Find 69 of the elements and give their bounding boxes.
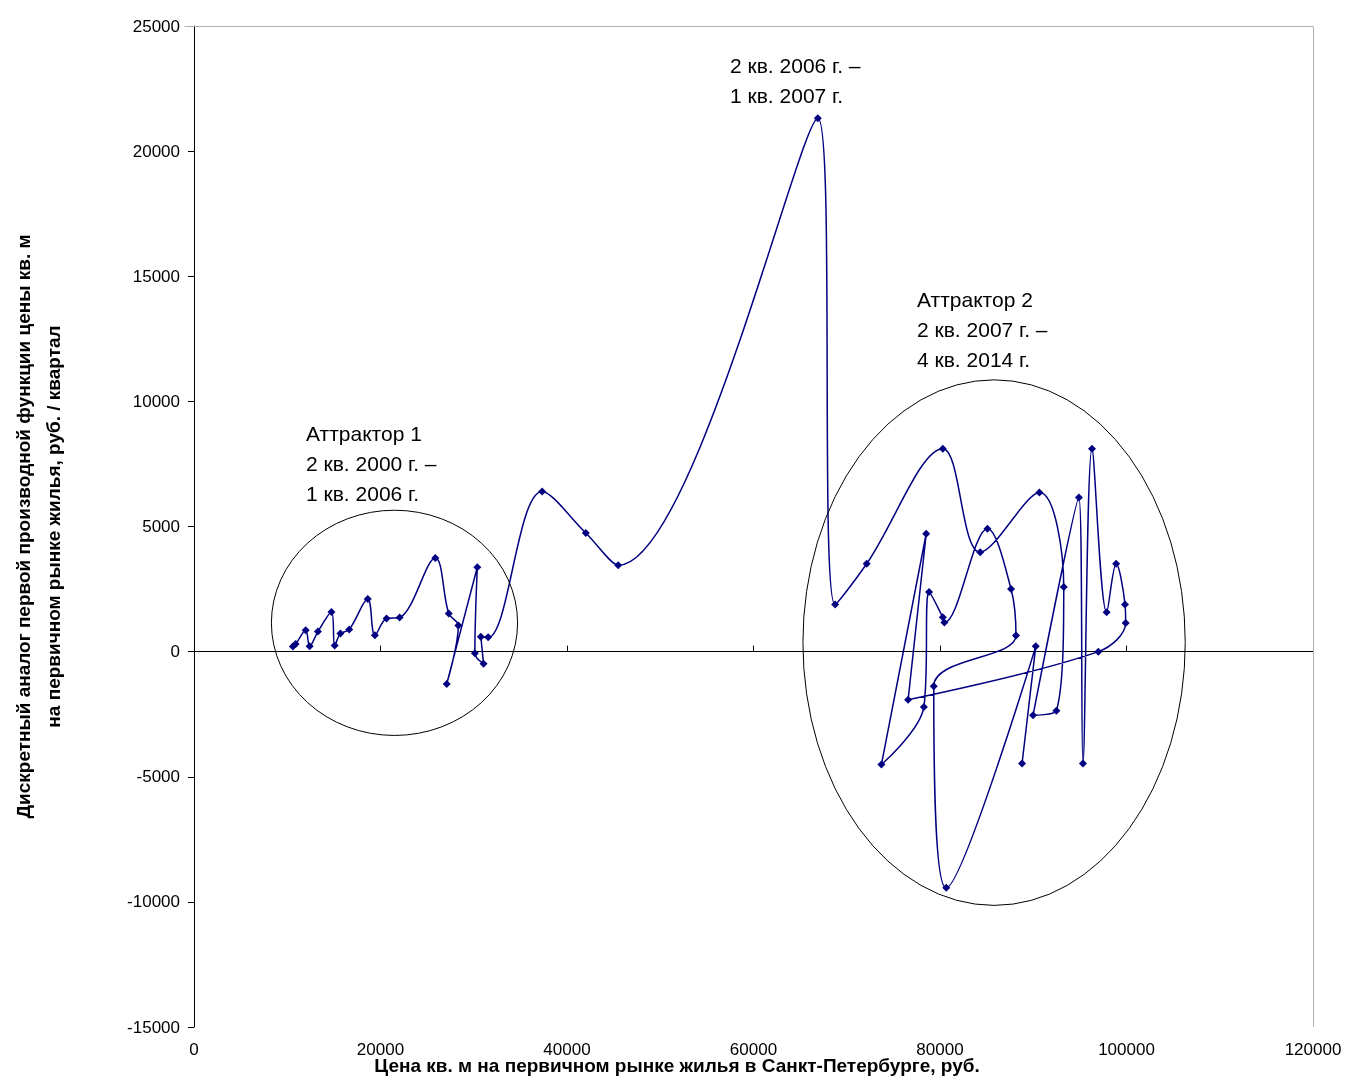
x-tick-label: 0 xyxy=(189,1040,199,1059)
point xyxy=(1112,559,1121,568)
point xyxy=(1078,759,1087,768)
x-tick-label: 120000 xyxy=(1284,1040,1342,1059)
point xyxy=(942,883,951,892)
point xyxy=(442,679,451,688)
point xyxy=(1018,759,1027,768)
point xyxy=(336,629,345,638)
point xyxy=(1088,444,1096,453)
point xyxy=(614,561,623,570)
point xyxy=(382,614,391,623)
y-tick-label: 0 xyxy=(170,642,180,662)
point xyxy=(431,554,440,563)
point xyxy=(470,649,479,658)
y-tick-label: -10000 xyxy=(127,892,180,912)
point xyxy=(538,487,547,496)
point xyxy=(940,618,949,627)
point xyxy=(327,608,336,617)
annotation: Аттрактор 2 2 кв. 2007 г. – 4 кв. 2014 г. xyxy=(917,287,1048,371)
point xyxy=(1102,608,1111,617)
point xyxy=(395,613,404,622)
point xyxy=(813,114,822,123)
y-tick-label: 25000 xyxy=(132,16,180,36)
point xyxy=(363,595,372,604)
point xyxy=(1052,706,1061,715)
y-tick-label: 20000 xyxy=(132,141,180,161)
point xyxy=(1074,493,1083,502)
point xyxy=(473,563,482,572)
point xyxy=(313,627,322,636)
point xyxy=(877,760,886,769)
point xyxy=(1035,488,1044,497)
point xyxy=(1007,585,1016,594)
x-tick-label: 100000 xyxy=(1098,1040,1155,1059)
point xyxy=(301,626,310,635)
point xyxy=(581,529,590,538)
point xyxy=(862,559,871,568)
point xyxy=(454,621,463,630)
point xyxy=(983,524,992,533)
y-tick-label: -15000 xyxy=(127,1017,180,1037)
point xyxy=(345,625,354,634)
y-tick-label: 5000 xyxy=(142,517,180,536)
point xyxy=(330,641,339,650)
point xyxy=(1121,600,1130,609)
annotation: 2 кв. 2006 г. – 1 кв. 2007 г. xyxy=(730,53,861,107)
point xyxy=(831,600,840,609)
point xyxy=(1012,631,1020,640)
point xyxy=(479,659,488,668)
y-tick-label: 10000 xyxy=(132,391,180,411)
annotation: Аттрактор 1 2 кв. 2000 г. – 1 кв. 2006 г. xyxy=(306,421,437,505)
point xyxy=(370,631,379,640)
point xyxy=(904,695,913,704)
point xyxy=(1094,647,1103,656)
point xyxy=(1121,619,1130,628)
y-tick-label: -5000 xyxy=(136,767,180,787)
point xyxy=(1059,583,1068,592)
point xyxy=(1029,711,1038,720)
point xyxy=(444,609,453,618)
y-tick-label: 15000 xyxy=(132,266,180,286)
point xyxy=(976,548,985,557)
point xyxy=(1031,642,1040,651)
point xyxy=(922,529,931,538)
point xyxy=(305,642,314,651)
point xyxy=(919,702,928,711)
point xyxy=(925,588,934,597)
point xyxy=(929,682,938,691)
point xyxy=(938,444,947,453)
point xyxy=(484,633,493,642)
y-axis-title: Дискретный аналог первой производной функции цены кв. м на первичном рынке жилья, руб. / квартал xyxy=(12,234,64,819)
point xyxy=(476,632,485,641)
